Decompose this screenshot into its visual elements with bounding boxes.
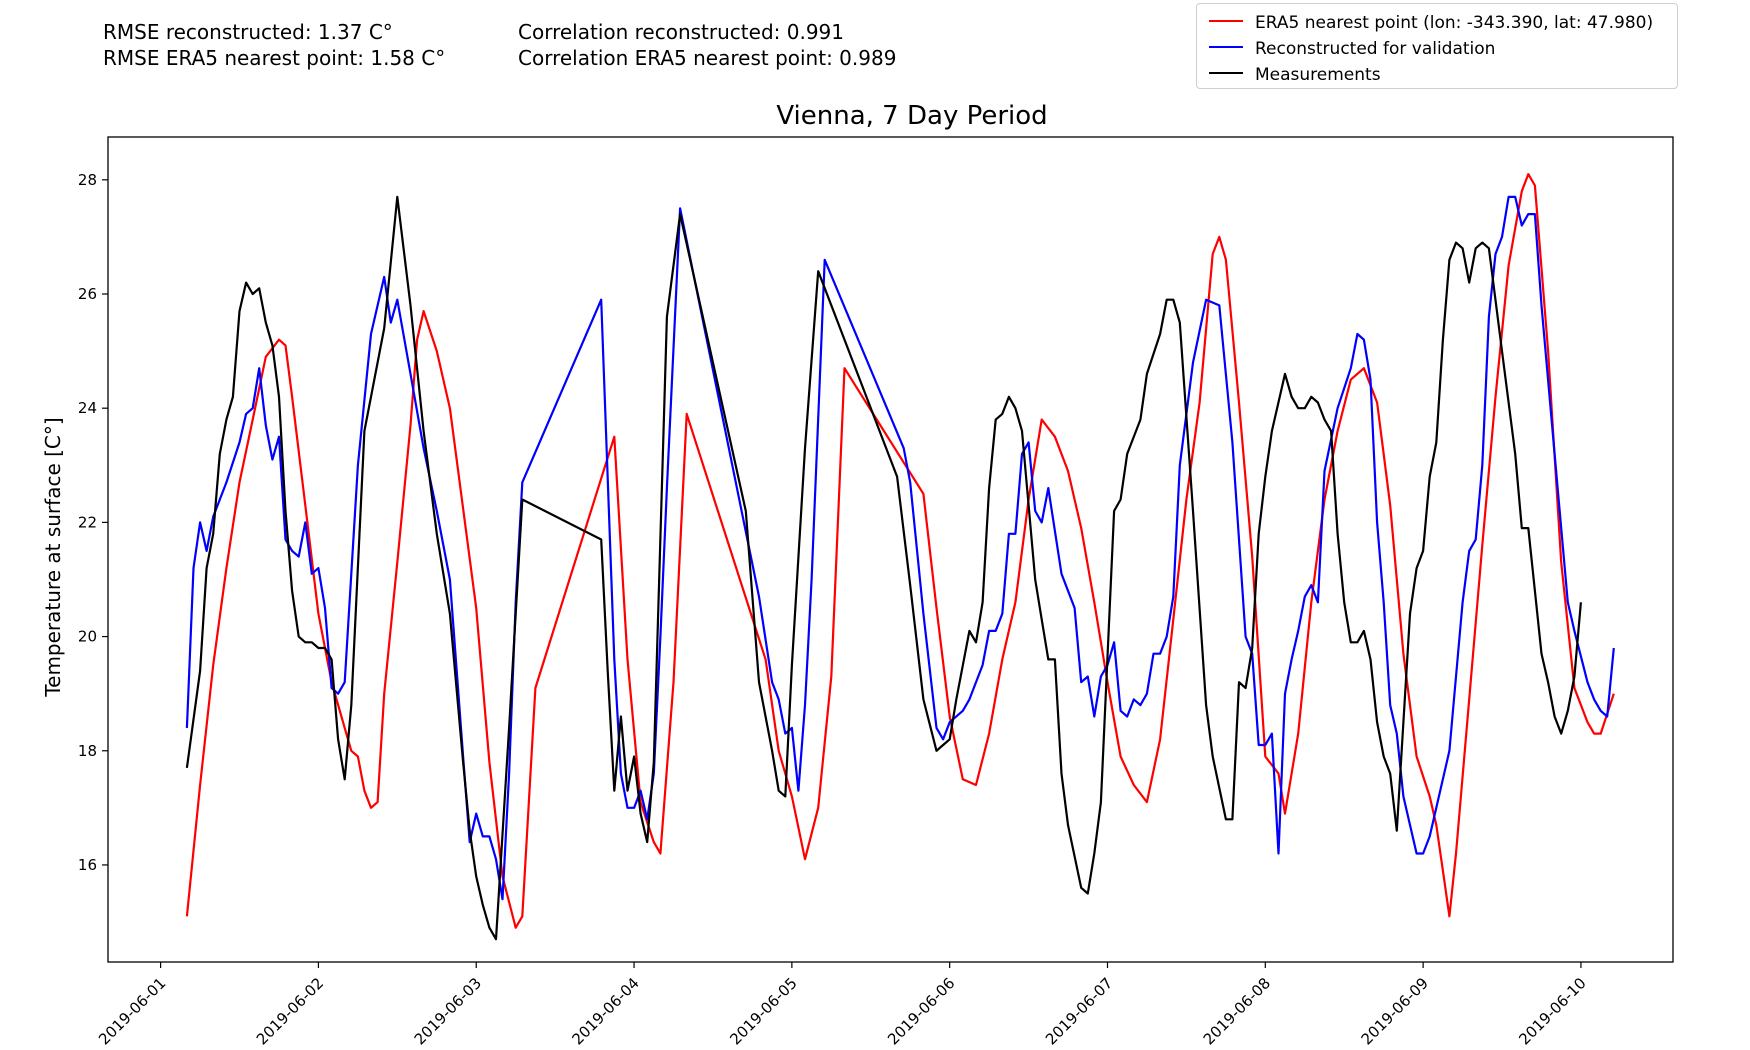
x-tick-label: 2019-06-01 — [95, 974, 169, 1048]
series-layer — [185, 173, 1615, 941]
series-line-measurements — [185, 195, 1582, 941]
y-tick-label: 20 — [78, 628, 97, 646]
legend-item-reconstructed: Reconstructed for validation — [1209, 36, 1495, 62]
stats-right-block: Correlation reconstructed: 0.991 Correla… — [518, 19, 896, 71]
x-tick-label: 2019-06-10 — [1515, 974, 1589, 1048]
x-tick-label: 2019-06-02 — [253, 974, 327, 1048]
chart-legend: ERA5 nearest point (lon: -343.390, lat: … — [1196, 3, 1678, 89]
legend-label-measurements: Measurements — [1255, 65, 1381, 85]
x-tick-label: 2019-06-03 — [411, 974, 485, 1048]
legend-swatch-reconstructed — [1209, 45, 1243, 49]
y-tick-label: 24 — [78, 399, 97, 417]
y-tick-label: 28 — [78, 171, 97, 189]
legend-item-measurements: Measurements — [1209, 62, 1381, 88]
legend-label-reconstructed: Reconstructed for validation — [1255, 39, 1496, 59]
series-line-era5 — [185, 173, 1615, 929]
x-tick-label: 2019-06-07 — [1042, 974, 1116, 1048]
y-tick-label: 16 — [78, 856, 97, 874]
x-tick-label: 2019-06-06 — [884, 974, 958, 1048]
y-axis-title: Temperature at surface [C°] — [41, 417, 65, 697]
correlation-era5-text: Correlation ERA5 nearest point: 0.989 — [518, 46, 897, 70]
rmse-reconstructed-text: RMSE reconstructed: 1.37 C° — [103, 20, 393, 44]
x-tick-label: 2019-06-04 — [569, 974, 643, 1048]
y-tick-label: 26 — [78, 285, 97, 303]
chart-title: Vienna, 7 Day Period — [776, 101, 1047, 131]
y-tick-label: 22 — [78, 513, 97, 531]
legend-swatch-era5 — [1209, 19, 1243, 23]
y-tick-label: 18 — [78, 742, 97, 760]
plot-area-frame — [107, 136, 1674, 963]
x-tick-label: 2019-06-05 — [726, 974, 800, 1048]
x-tick-label: 2019-06-09 — [1358, 974, 1432, 1048]
legend-swatch-measurements — [1209, 71, 1243, 75]
correlation-reconstructed-text: Correlation reconstructed: 0.991 — [518, 20, 844, 44]
series-line-reconstructed — [185, 195, 1615, 901]
stats-left-block: RMSE reconstructed: 1.37 C° RMSE ERA5 ne… — [103, 19, 445, 71]
rmse-era5-text: RMSE ERA5 nearest point: 1.58 C° — [103, 46, 446, 70]
legend-item-era5: ERA5 nearest point (lon: -343.390, lat: … — [1209, 10, 1653, 36]
x-tick-label: 2019-06-08 — [1200, 974, 1274, 1048]
legend-label-era5: ERA5 nearest point (lon: -343.390, lat: … — [1255, 13, 1654, 33]
